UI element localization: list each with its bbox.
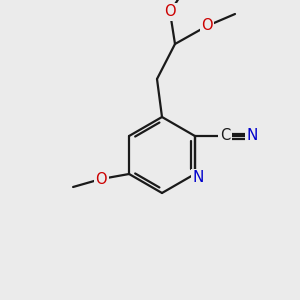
Text: O: O: [201, 19, 213, 34]
Text: O: O: [95, 172, 107, 187]
Text: N: N: [192, 170, 204, 185]
Text: O: O: [164, 4, 176, 20]
Text: C: C: [220, 128, 230, 143]
Text: N: N: [246, 128, 258, 143]
